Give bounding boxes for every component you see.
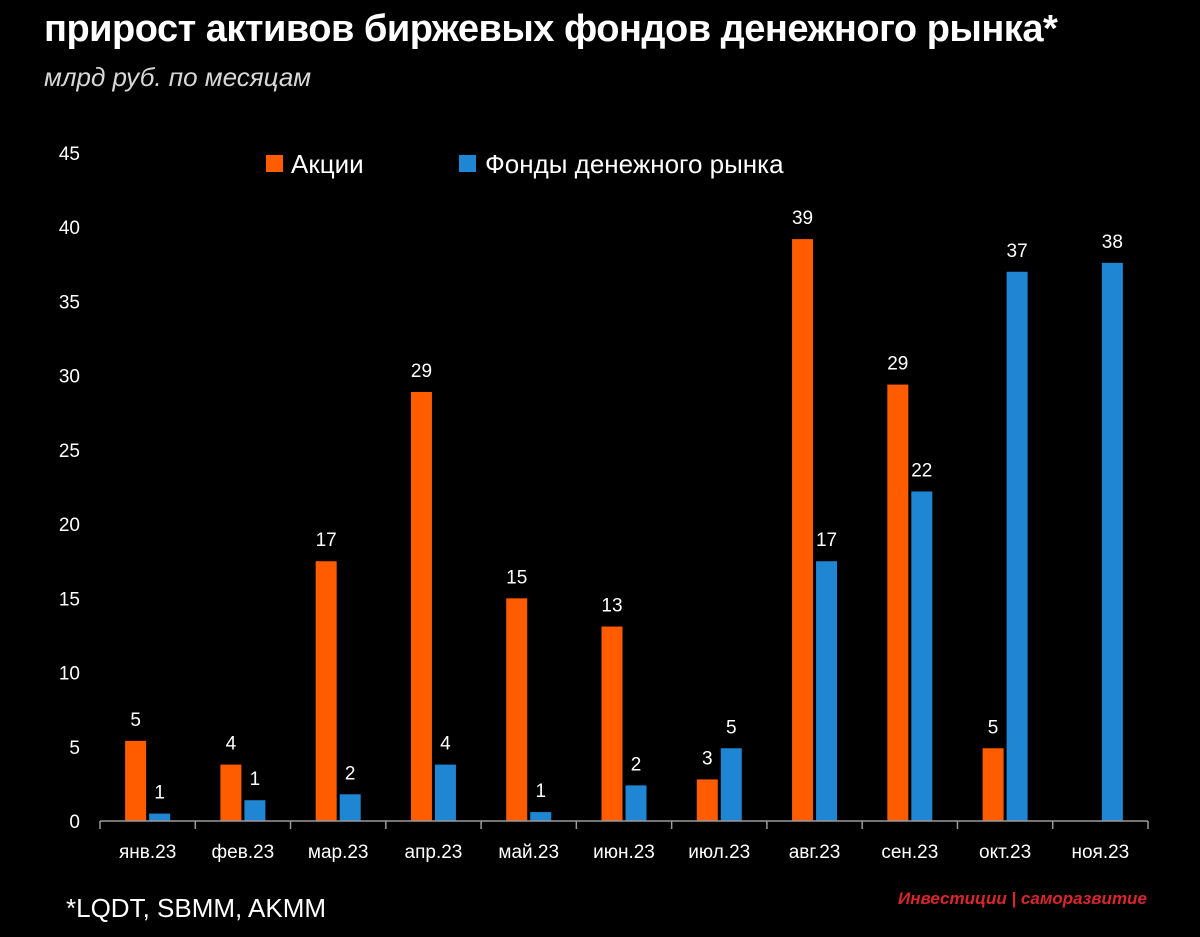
data-label: 4 [226, 734, 237, 755]
y-tick-label: 15 [59, 589, 80, 610]
legend: Акции Фонды денежного рынка [266, 149, 784, 179]
bar-mmf [720, 748, 742, 821]
x-axis: янв.23 фев.23 мар.23 апр.23 май.23 июн.23 июл.… [99, 820, 1149, 863]
y-tick-label: 45 [59, 144, 80, 165]
x-category-label: мар.23 [308, 842, 369, 863]
x-category-label: окт.23 [979, 842, 1031, 863]
bar-mmf [816, 561, 838, 821]
bar-mmf [625, 785, 647, 821]
bar-akcii [125, 740, 147, 821]
watermark: Инвестиции | саморазвитие [898, 889, 1147, 908]
data-label: 37 [1007, 241, 1028, 262]
legend-label-akcii: Акции [291, 149, 364, 179]
x-category-label: сен.23 [881, 842, 938, 863]
bar-akcii [315, 561, 337, 821]
data-label: 29 [887, 354, 908, 375]
bar-akcii [410, 391, 432, 821]
legend-swatch-mmf [459, 155, 476, 172]
data-label: 22 [911, 460, 932, 481]
data-label: 3 [702, 748, 713, 769]
data-label: 1 [535, 781, 546, 802]
bar-mmf [244, 800, 266, 821]
y-tick-label: 10 [59, 664, 80, 685]
data-label: 5 [988, 717, 999, 738]
legend-label-mmf: Фонды денежного рынка [485, 149, 784, 179]
bar-akcii [792, 239, 814, 821]
data-label: 1 [250, 769, 261, 790]
x-category-label: июл.23 [688, 842, 750, 863]
bar-akcii [601, 626, 623, 821]
bar-akcii [887, 384, 909, 821]
data-label: 1 [154, 783, 165, 804]
bar-mmf [1006, 271, 1028, 821]
data-label: 38 [1102, 232, 1123, 253]
y-tick-label: 40 [59, 218, 80, 239]
data-label: 17 [816, 530, 837, 551]
legend-swatch-akcii [266, 155, 283, 172]
data-label: 29 [411, 361, 432, 382]
bars [125, 239, 1123, 821]
data-label: 2 [345, 763, 356, 784]
y-tick-label: 25 [59, 441, 80, 462]
y-tick-label: 35 [59, 292, 80, 313]
footnote: *LQDT, SBMM, AKMM [66, 893, 327, 923]
bar-akcii [220, 764, 242, 821]
bar-mmf [1101, 262, 1123, 821]
x-category-label: июн.23 [593, 842, 655, 863]
y-tick-label: 5 [69, 738, 80, 759]
chart-subtitle: млрд руб. по месяцам [44, 62, 312, 92]
x-category-label: апр.23 [405, 842, 463, 863]
bar-akcii [982, 748, 1004, 821]
bar-mmf [434, 764, 456, 821]
bar-mmf [911, 491, 933, 821]
y-axis: 0 5 10 15 20 25 30 35 40 45 [59, 144, 80, 833]
bar-mmf [339, 794, 361, 821]
data-label: 17 [316, 530, 337, 551]
x-category-label: фев.23 [212, 842, 275, 863]
y-tick-label: 20 [59, 515, 80, 536]
data-label: 15 [506, 567, 527, 588]
y-tick-label: 0 [69, 812, 80, 833]
data-label: 5 [726, 717, 737, 738]
bar-mmf [149, 813, 171, 821]
y-tick-label: 30 [59, 367, 80, 388]
bar-akcii [506, 598, 528, 821]
bar-akcii [696, 779, 718, 821]
x-category-label: ноя.23 [1071, 842, 1129, 863]
x-category-label: май.23 [498, 842, 559, 863]
data-label: 4 [440, 734, 451, 755]
x-category-label: янв.23 [119, 842, 176, 863]
data-label: 2 [631, 754, 642, 775]
bar-mmf [530, 812, 552, 821]
data-label: 39 [792, 208, 813, 229]
data-label: 5 [130, 710, 141, 731]
chart-title: прирост активов биржевых фондов денежног… [44, 8, 1058, 50]
x-category-label: авг.23 [789, 842, 841, 863]
data-label: 13 [601, 596, 622, 617]
